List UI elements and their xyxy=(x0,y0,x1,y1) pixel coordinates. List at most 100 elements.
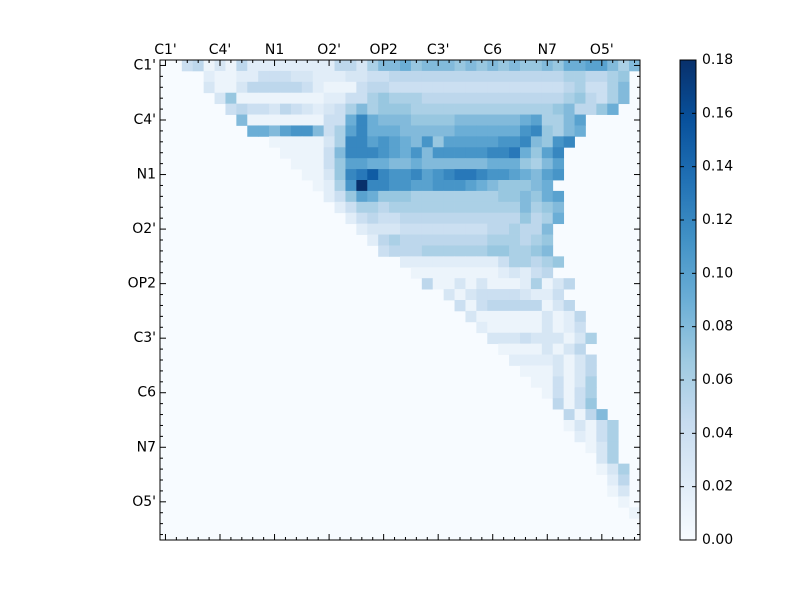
heatmap-cell xyxy=(400,180,412,192)
heatmap-cell xyxy=(454,245,466,257)
heatmap-cell xyxy=(520,190,532,203)
heatmap-cell xyxy=(356,92,368,105)
heatmap-cell xyxy=(454,190,466,203)
heatmap-cell xyxy=(367,81,379,94)
heatmap-cell xyxy=(410,267,423,279)
heatmap-cell xyxy=(596,81,608,94)
heatmap-cell xyxy=(563,114,575,126)
heatmap-cell xyxy=(574,354,586,366)
heatmap-cell xyxy=(607,441,619,454)
heatmap-cell xyxy=(323,92,335,105)
heatmap-cell xyxy=(378,92,390,105)
heatmap-cell xyxy=(585,60,597,72)
heatmap-cell xyxy=(498,60,510,72)
heatmap-cell xyxy=(225,81,237,94)
heatmap-cell xyxy=(301,169,314,181)
heatmap-cell xyxy=(530,223,543,235)
heatmap-cell xyxy=(421,81,434,94)
heatmap-cell xyxy=(389,136,401,148)
heatmap-cell xyxy=(465,223,477,235)
heatmap-cell xyxy=(378,245,390,257)
heatmap-cell xyxy=(509,289,521,301)
x-tick-label: N7 xyxy=(538,42,557,58)
heatmap-cell xyxy=(465,180,477,192)
heatmap-cell xyxy=(498,103,510,115)
heatmap-cell xyxy=(258,114,270,126)
heatmap-cell xyxy=(443,267,455,279)
heatmap-cell xyxy=(618,70,630,83)
heatmap-cell xyxy=(530,70,543,83)
heatmap-cell xyxy=(356,103,368,115)
heatmap-cell xyxy=(552,354,565,366)
heatmap-cell xyxy=(421,125,434,137)
heatmap-cell xyxy=(487,278,499,290)
heatmap-cell xyxy=(487,332,499,345)
heatmap-cell xyxy=(181,60,194,72)
heatmap-cell xyxy=(465,158,477,170)
x-tick-label: C4' xyxy=(209,42,232,58)
heatmap-cell xyxy=(367,201,379,214)
heatmap-cell xyxy=(487,300,499,312)
heatmap-cell xyxy=(290,158,303,170)
heatmap-cell xyxy=(585,376,597,388)
heatmap-cell xyxy=(432,278,445,290)
heatmap-cell xyxy=(400,212,412,225)
heatmap-cell xyxy=(552,169,565,181)
heatmap-cell xyxy=(443,278,455,290)
heatmap-cell xyxy=(541,201,554,214)
heatmap-cell xyxy=(443,158,455,170)
heatmap-cell xyxy=(378,114,390,126)
colorbar-tick-label: 0.08 xyxy=(702,319,733,335)
heatmap-cell xyxy=(410,201,423,214)
heatmap-cell xyxy=(530,343,543,355)
heatmap-cell xyxy=(530,60,543,72)
heatmap-cell xyxy=(509,114,521,126)
heatmap-cell xyxy=(498,223,510,235)
heatmap-cell xyxy=(574,398,586,410)
heatmap-cell xyxy=(541,223,554,235)
heatmap-cell xyxy=(509,81,521,94)
heatmap-cell xyxy=(487,267,499,279)
heatmap-cell xyxy=(530,114,543,126)
heatmap-cell xyxy=(334,180,346,192)
heatmap-cell xyxy=(552,289,565,301)
heatmap-cell xyxy=(585,81,597,94)
heatmap-cell xyxy=(563,103,575,115)
heatmap-cell xyxy=(552,125,565,137)
heatmap-cell xyxy=(443,180,455,192)
heatmap-cell xyxy=(421,278,434,290)
heatmap-cell xyxy=(476,267,488,279)
heatmap-cell xyxy=(607,92,619,105)
heatmap-cell xyxy=(520,70,532,83)
heatmap-cell xyxy=(432,169,445,181)
heatmap-cell xyxy=(465,125,477,137)
heatmap-cell xyxy=(410,158,423,170)
heatmap-cell xyxy=(334,190,346,203)
heatmap-cell xyxy=(443,125,455,137)
heatmap-cell xyxy=(443,92,455,105)
heatmap-cell xyxy=(541,103,554,115)
heatmap-cell xyxy=(432,190,445,203)
heatmap-cell xyxy=(476,310,488,323)
heatmap-cell xyxy=(454,256,466,268)
heatmap-cell xyxy=(552,190,565,203)
heatmap-cell xyxy=(465,190,477,203)
heatmap-cell xyxy=(280,147,292,159)
heatmap-cell xyxy=(247,81,259,94)
heatmap-cell xyxy=(301,81,314,94)
heatmap-cell xyxy=(432,223,445,235)
heatmap-cell xyxy=(356,190,368,203)
heatmap-cell xyxy=(400,245,412,257)
heatmap-cell xyxy=(541,92,554,105)
heatmap-cell xyxy=(334,92,346,105)
heatmap-cell xyxy=(574,387,586,399)
heatmap-cell xyxy=(410,125,423,137)
heatmap-cell xyxy=(421,201,434,214)
heatmap-cell xyxy=(574,60,586,72)
heatmap-cell xyxy=(378,190,390,203)
heatmap-cell xyxy=(498,278,510,290)
heatmap-cell xyxy=(432,201,445,214)
heatmap-cell xyxy=(552,60,565,72)
heatmap-cell xyxy=(312,92,325,105)
heatmap-cell xyxy=(465,147,477,159)
